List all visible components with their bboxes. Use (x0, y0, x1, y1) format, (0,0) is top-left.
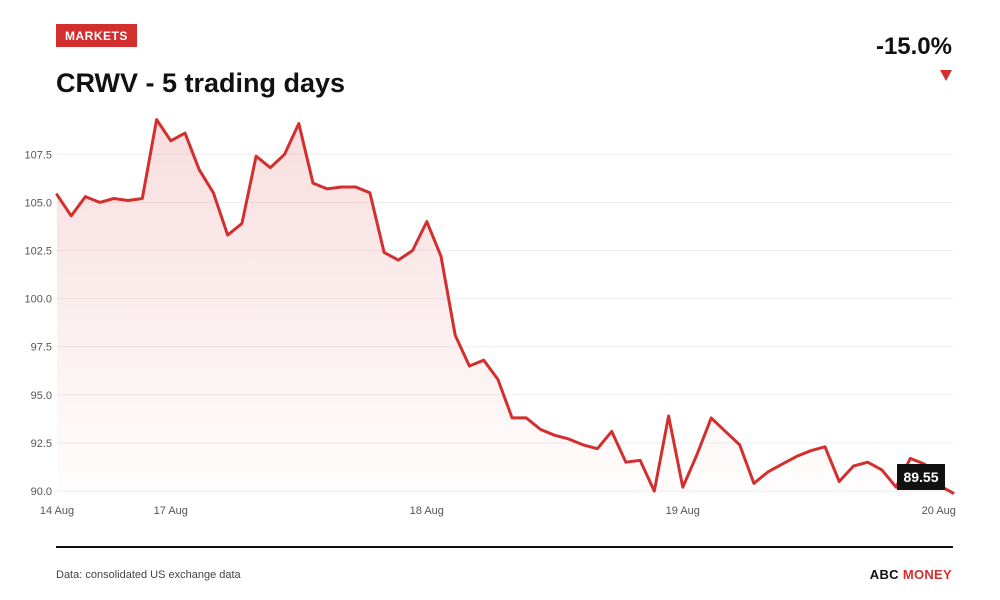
y-tick-label: 95.0 (31, 390, 52, 402)
x-tick-label: 20 Aug (922, 505, 956, 517)
y-tick-label: 92.5 (31, 438, 52, 450)
price-area (57, 119, 953, 493)
footer-divider (56, 546, 953, 548)
x-tick-label: 17 Aug (154, 505, 188, 517)
y-tick-label: 100.0 (24, 294, 52, 306)
data-source-note: Data: consolidated US exchange data (56, 569, 241, 581)
brand-logo-part1: ABC (869, 567, 899, 582)
price-chart: 90.0 92.5 95.0 97.5 100.0 102.5 105.0 107.5 14 A… (24, 118, 956, 517)
y-tick-label: 107.5 (24, 149, 52, 161)
brand-logo: ABC MONEY (870, 567, 952, 582)
chart-title: CRWV - 5 trading days (56, 68, 346, 98)
price-line (55, 118, 955, 495)
y-tick-label: 102.5 (24, 245, 52, 257)
last-value-box (897, 464, 945, 490)
x-tick-label: 14 Aug (40, 505, 74, 517)
x-tick-label: 19 Aug (666, 505, 700, 517)
percent-change: -15.0% (875, 33, 952, 60)
last-value-label: 89.55 (903, 469, 938, 485)
y-tick-label: 97.5 (31, 342, 52, 354)
down-arrow-icon (940, 70, 952, 81)
brand-logo-part2: MONEY (902, 567, 952, 582)
y-tick-label: 105.0 (24, 197, 52, 209)
y-tick-label: 90.0 (31, 486, 52, 498)
section-badge: MARKETS (56, 24, 137, 47)
x-tick-label: 18 Aug (410, 505, 444, 517)
